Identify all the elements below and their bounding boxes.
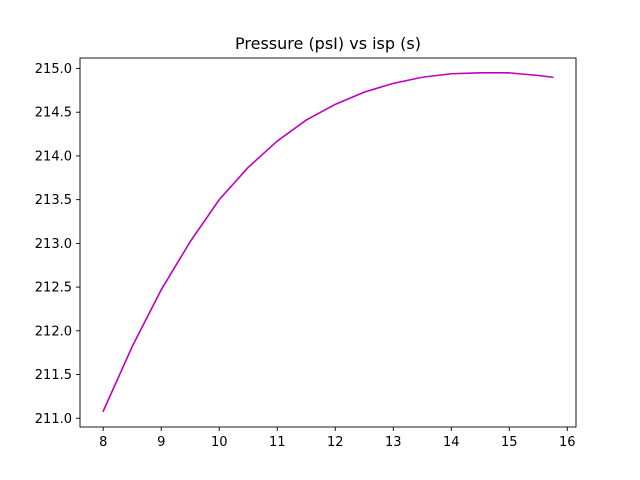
series-line-0 — [102, 72, 554, 413]
x-tick-label: 8 — [99, 435, 107, 450]
x-tick-label: 16 — [559, 435, 576, 450]
y-tick-label: 215.0 — [35, 62, 72, 77]
plot-area: 8 9 10 11 12 13 14 15 16 211.0 211.5 212.0 212.5 213.… — [35, 57, 577, 450]
axes-frame — [79, 57, 577, 428]
y-tick-label: 211.0 — [35, 412, 72, 427]
x-tick-label: 15 — [501, 435, 518, 450]
y-tick-label: 214.5 — [35, 106, 72, 121]
y-tick-label: 211.5 — [35, 368, 72, 383]
chart-title: Pressure (psI) vs isp (s) — [235, 34, 421, 53]
y-tick-label: 214.0 — [35, 149, 72, 164]
y-tick-label: 212.0 — [35, 324, 72, 339]
x-tick-label: 14 — [443, 435, 460, 450]
y-tick-label: 213.5 — [35, 193, 72, 208]
x-tick-label: 10 — [211, 435, 228, 450]
x-tick-label: 12 — [327, 435, 344, 450]
x-tick-label: 9 — [157, 435, 165, 450]
x-tick-label: 11 — [269, 435, 286, 450]
y-tick-label: 213.0 — [35, 237, 72, 252]
y-tick-label: 212.5 — [35, 281, 72, 296]
x-tick-label: 13 — [385, 435, 402, 450]
